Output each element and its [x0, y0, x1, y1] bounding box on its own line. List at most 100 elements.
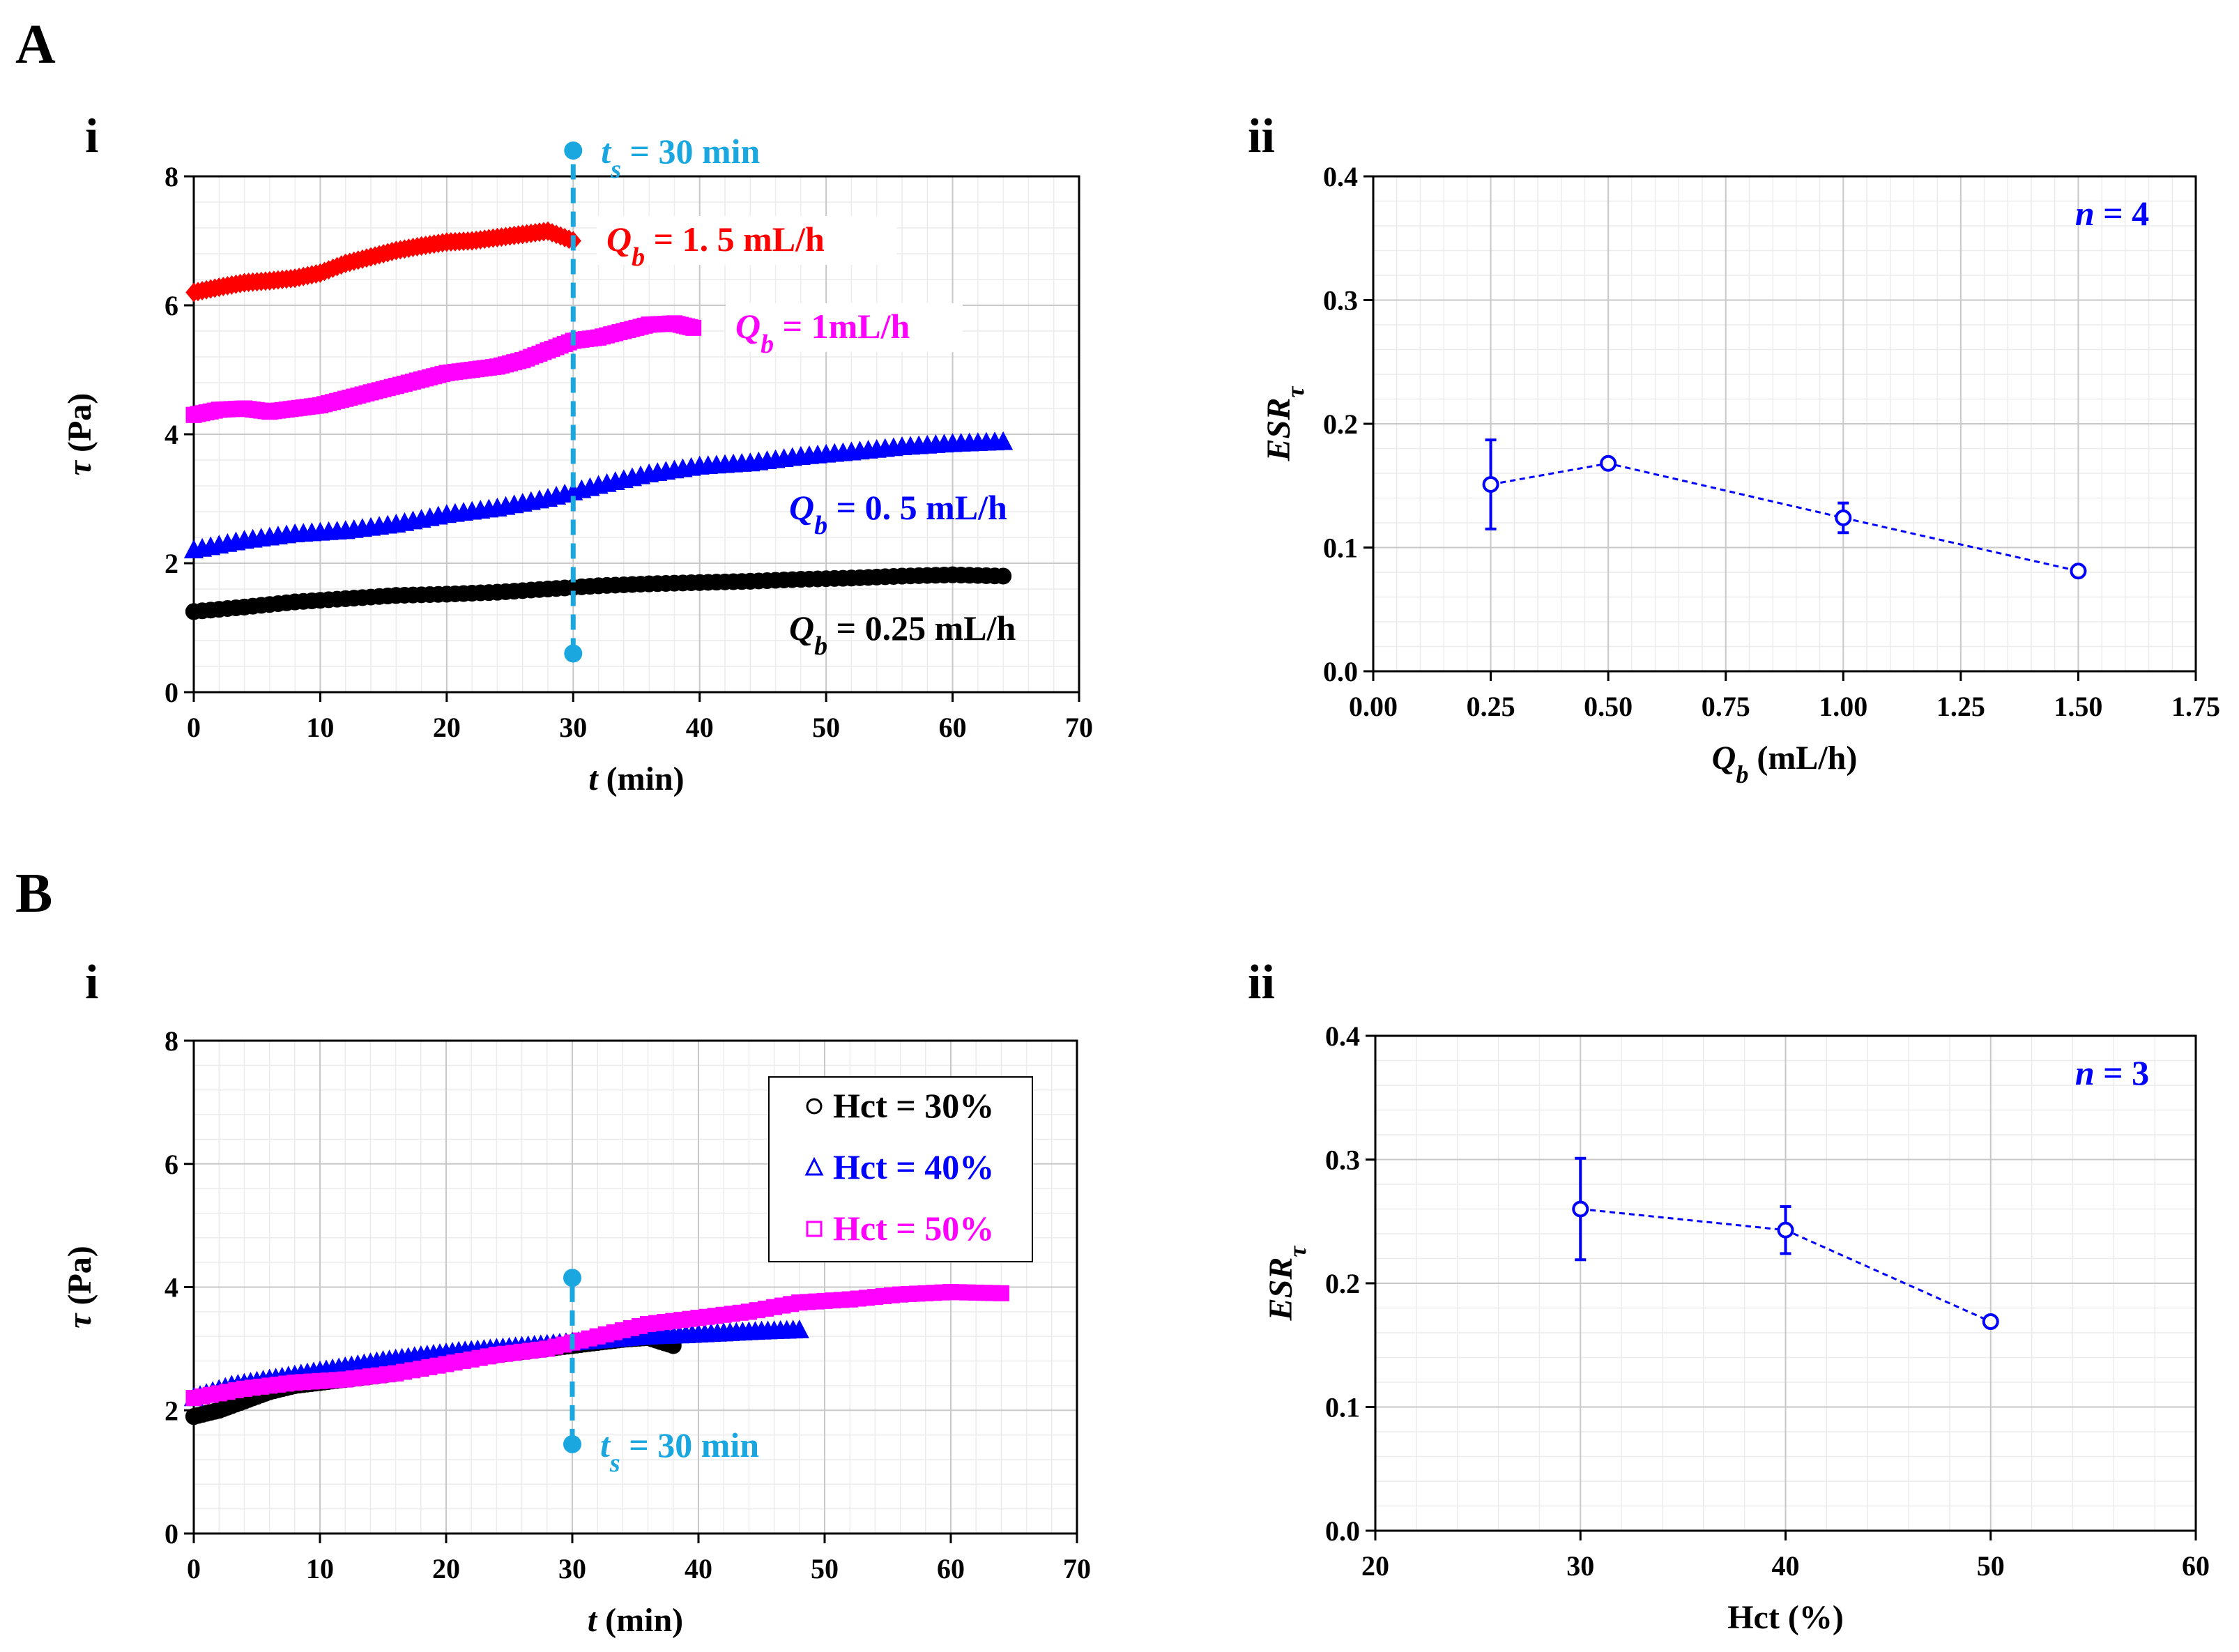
- data-point: [537, 488, 558, 507]
- series-hct-50-: [185, 1284, 1009, 1407]
- data-point: [286, 268, 303, 289]
- ts-label: ts = 30 min: [601, 132, 760, 184]
- data-point: [790, 445, 811, 465]
- ts-label: ts = 30 min: [600, 1425, 759, 1478]
- legend-square: [806, 1221, 823, 1237]
- data-point: [675, 1324, 696, 1343]
- y-tick-label: 0.3: [1323, 285, 1358, 316]
- panel-letter-B: B: [15, 863, 52, 924]
- legend-marker: [804, 1156, 824, 1176]
- data-point: [236, 1380, 252, 1397]
- x-tick-label: 1.50: [2054, 691, 2102, 722]
- data-point: [185, 1390, 202, 1407]
- x-tick-label: 50: [1977, 1550, 2005, 1582]
- x-tick-label: 10: [306, 1553, 334, 1584]
- series-qb-1-5-ml-h: [185, 221, 581, 303]
- data-point: [590, 329, 607, 346]
- data-point: [540, 581, 556, 597]
- data-point: [286, 593, 304, 611]
- data-point: [261, 270, 278, 291]
- data-point: [234, 530, 254, 549]
- x-tick-label: 40: [685, 1553, 712, 1584]
- series-label-background: [726, 303, 963, 352]
- data-point: [690, 1310, 707, 1326]
- data-point: [740, 1303, 757, 1320]
- x-tick-label: 30: [559, 712, 587, 743]
- data-point: [464, 362, 480, 378]
- plot-frame: [192, 1039, 1078, 1535]
- data-point: [489, 227, 506, 247]
- y-tick-label: 0.1: [1323, 533, 1358, 564]
- data-point: [993, 431, 1014, 450]
- x-axis-label: Hct (%): [1727, 1599, 1844, 1636]
- data-point: [641, 316, 657, 333]
- x-tick-label: 1.00: [1819, 691, 1867, 722]
- n-annotation: n = 3: [2075, 1053, 2149, 1092]
- data-point: [388, 378, 404, 395]
- y-axis-label: τ (Pa): [61, 1246, 98, 1329]
- data-point: [337, 253, 354, 273]
- series-label: Qb = 0. 5 mL/h: [789, 488, 1007, 540]
- data-point: [892, 1286, 909, 1303]
- data-point: [185, 603, 202, 620]
- data-point: [841, 1291, 858, 1308]
- y-axis-label: ESRτ: [1262, 1246, 1311, 1322]
- panel-Bi-label: i: [85, 956, 98, 1009]
- data-point: [1777, 1221, 1794, 1239]
- data-point: [464, 231, 480, 251]
- data-point: [588, 475, 609, 494]
- series-qb-0-5-ml-h: [183, 431, 1014, 558]
- x-tick-label: 30: [558, 1553, 586, 1584]
- plot-frame: [1372, 175, 2197, 673]
- panel-letter-A: A: [15, 14, 56, 75]
- x-tick-label: 1.25: [1936, 691, 1985, 722]
- y-tick-label: 0.3: [1325, 1145, 1360, 1176]
- x-axis-label: t (min): [588, 760, 684, 797]
- data-point: [616, 323, 632, 339]
- data-point: [740, 452, 761, 472]
- data-point: [489, 358, 505, 375]
- legend-entry: Hct = 40%: [833, 1147, 994, 1186]
- data-point: [337, 1371, 353, 1388]
- y-tick-label: 0.2: [1323, 408, 1358, 440]
- panel-Aii-label: ii: [1248, 109, 1275, 163]
- data-point: [438, 586, 455, 603]
- data-point: [942, 1284, 959, 1301]
- panel-Ai-label: i: [85, 109, 98, 163]
- y-tick-label: 0.0: [1325, 1515, 1360, 1547]
- ts-line-endpoint: [564, 644, 583, 663]
- y-tick-label: 6: [165, 1149, 178, 1180]
- y-tick-label: 4: [165, 419, 178, 450]
- x-tick-label: 30: [1566, 1550, 1594, 1582]
- y-tick-label: 0.4: [1325, 1020, 1360, 1052]
- data-point: [438, 232, 455, 252]
- data-point: [286, 400, 303, 417]
- data-point: [1835, 509, 1852, 526]
- legend-triangle: [804, 1156, 824, 1176]
- ts-line-endpoint: [564, 142, 583, 160]
- x-tick-label: 0.25: [1467, 691, 1515, 722]
- series-label: Qb = 1mL/h: [735, 307, 910, 359]
- data-point: [589, 1328, 606, 1345]
- chart-Bii: 20 30 40 50 60 0.0 0.1 0.2 0.3 0.4 Hct (%) ESRτ n = …: [1262, 1020, 2210, 1636]
- data-point: [689, 455, 710, 475]
- data-point: [942, 433, 963, 452]
- x-tick-label: 0: [187, 1553, 201, 1584]
- x-tick-label: 10: [306, 712, 334, 743]
- data-point: [185, 1408, 202, 1425]
- data-point: [337, 390, 354, 407]
- x-axis-label: Qb (mL/h): [1712, 740, 1858, 788]
- data-point: [540, 342, 556, 359]
- data-point: [1572, 1200, 1589, 1218]
- data-point: [183, 540, 204, 558]
- data-point: [639, 463, 659, 482]
- legend-marker: [806, 1221, 823, 1237]
- data-point: [438, 365, 455, 381]
- x-tick-label: 1.75: [2171, 691, 2220, 722]
- x-tick-label: 40: [686, 712, 714, 743]
- data-point: [436, 504, 457, 523]
- legend-box: [768, 1076, 1033, 1262]
- data-point: [487, 497, 507, 517]
- data-point: [185, 406, 202, 423]
- y-tick-label: 0: [165, 677, 178, 708]
